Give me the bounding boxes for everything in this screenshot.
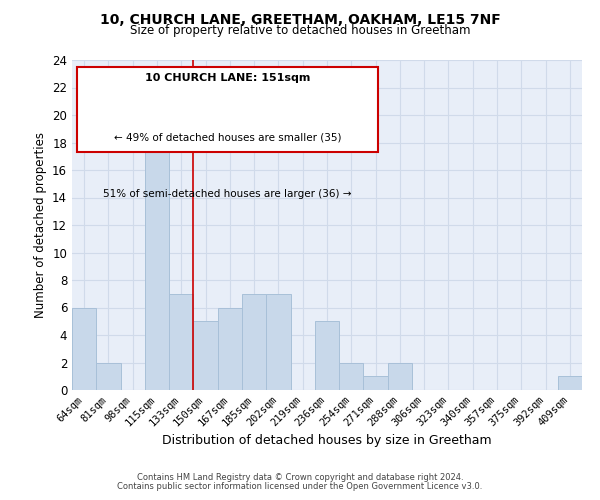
Text: Contains HM Land Registry data © Crown copyright and database right 2024.: Contains HM Land Registry data © Crown c… [137,474,463,482]
Bar [388,362,412,390]
Text: Size of property relative to detached houses in Greetham: Size of property relative to detached ho… [130,24,470,37]
Bar [339,362,364,390]
Text: 10, CHURCH LANE, GREETHAM, OAKHAM, LE15 7NF: 10, CHURCH LANE, GREETHAM, OAKHAM, LE15 … [100,12,500,26]
X-axis label: Distribution of detached houses by size in Greetham: Distribution of detached houses by size … [162,434,492,447]
Bar [193,322,218,390]
Text: ← 49% of detached houses are smaller (35): ← 49% of detached houses are smaller (35… [114,132,341,142]
Text: Contains public sector information licensed under the Open Government Licence v3: Contains public sector information licen… [118,482,482,491]
Text: 51% of semi-detached houses are larger (36) →: 51% of semi-detached houses are larger (… [103,188,352,198]
Bar [72,308,96,390]
Bar [96,362,121,390]
Bar [169,294,193,390]
FancyBboxPatch shape [77,66,378,152]
Bar [558,376,582,390]
Bar [145,128,169,390]
Bar [315,322,339,390]
Bar [242,294,266,390]
Bar [218,308,242,390]
Y-axis label: Number of detached properties: Number of detached properties [34,132,47,318]
Text: 10 CHURCH LANE: 151sqm: 10 CHURCH LANE: 151sqm [145,73,310,83]
Bar [364,376,388,390]
Bar [266,294,290,390]
